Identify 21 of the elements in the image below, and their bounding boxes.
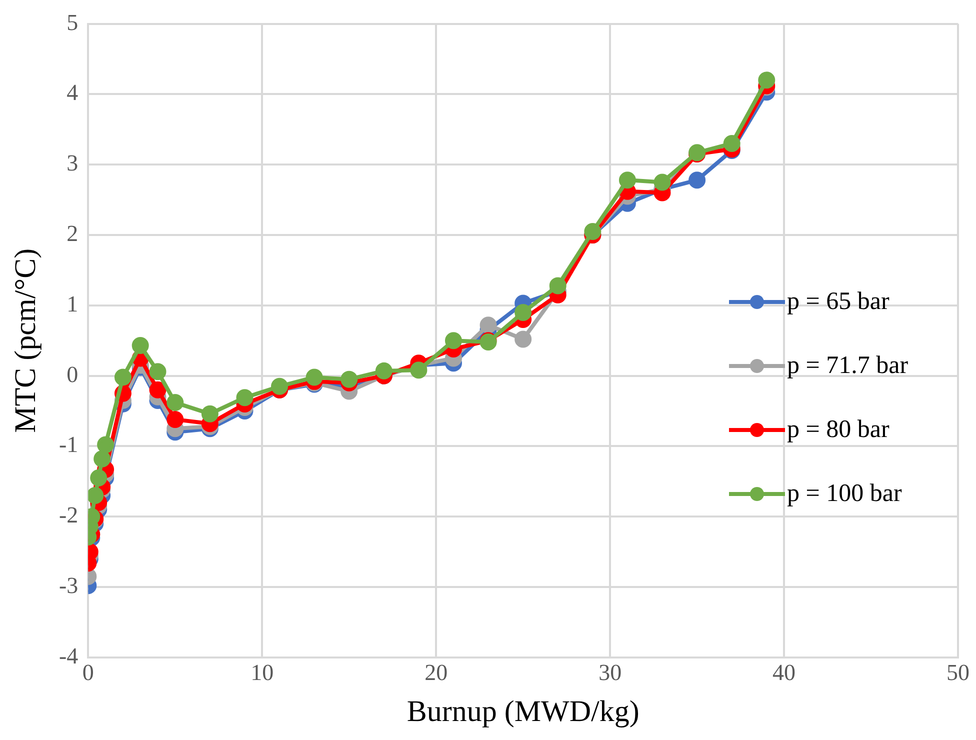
y-tick-label: 1 — [66, 291, 78, 316]
y-tick-label: 3 — [66, 150, 78, 176]
x-tick-label: 10 — [250, 660, 274, 686]
y-tick-label: -2 — [58, 502, 78, 528]
y-tick-label: 0 — [66, 362, 78, 387]
x-tick-label: 30 — [598, 660, 622, 686]
x-axis-title: Burnup (MWD/kg) — [406, 694, 640, 728]
legend-label: p = 65 bar — [787, 288, 890, 316]
y-tick-label: -1 — [58, 432, 78, 458]
y-tick-label: 2 — [66, 221, 78, 246]
x-tick-label: 40 — [772, 660, 796, 686]
y-tick-label: 5 — [66, 10, 78, 35]
legend-label: p = 80 bar — [787, 416, 890, 444]
y-tick-label: -3 — [58, 573, 78, 598]
legend-label: p = 100 bar — [787, 480, 902, 508]
x-tick-label: 50 — [946, 660, 970, 686]
y-axis-title: MTC (pcm/°C) — [8, 248, 42, 433]
legend-label: p = 71.7 bar — [787, 352, 908, 380]
y-tick-label: 4 — [66, 80, 79, 106]
x-tick-label: 20 — [424, 660, 448, 686]
y-tick-label: -4 — [58, 643, 79, 668]
